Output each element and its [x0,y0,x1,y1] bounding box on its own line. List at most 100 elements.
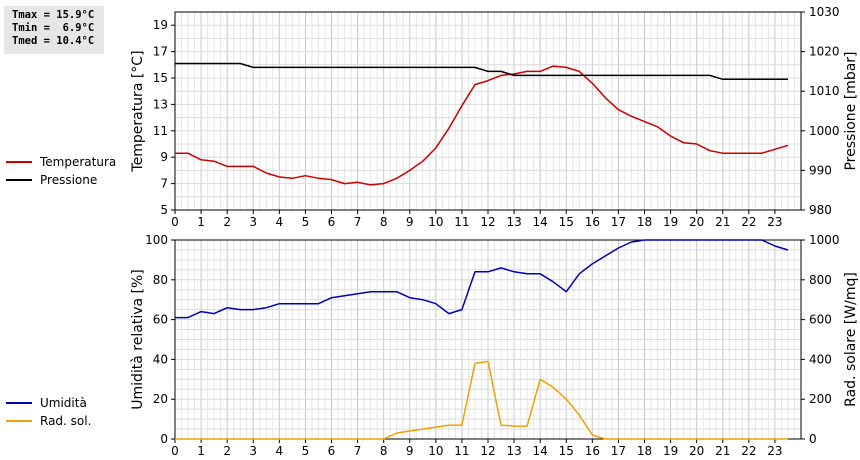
top-y2-tick-label: 1000 [809,124,840,138]
bottom-y2-tick-label: 0 [809,432,817,446]
bottom-x-tick-label: 18 [637,444,652,458]
top-y2-tick-label: 990 [809,163,832,177]
top-y-tick-label: 9 [160,150,168,164]
bottom-x-tick-label: 9 [406,444,414,458]
bottom-y-tick-label: 100 [145,233,168,247]
bottom-x-tick-label: 1 [197,444,205,458]
legend-label-umidita: Umidità [40,396,87,410]
top-x-tick-label: 7 [354,215,362,229]
bottom-x-tick-label: 11 [454,444,469,458]
bottom-y2-tick-label: 200 [809,392,832,406]
bottom-y-tick-label: 0 [160,432,168,446]
legend-label-radsol: Rad. sol. [40,414,92,428]
top-x-tick-label: 22 [741,215,756,229]
bottom-y2-tick-label: 600 [809,313,832,327]
bottom-x-tick-label: 4 [276,444,284,458]
bottom-x-tick-label: 13 [506,444,521,458]
legend-item-pressione: Pressione [6,171,116,189]
legend-label-pressione: Pressione [40,173,98,187]
top-x-tick-label: 11 [454,215,469,229]
bottom-x-tick-label: 0 [171,444,179,458]
bottom-x-tick-label: 6 [328,444,336,458]
top-x-tick-label: 0 [171,215,179,229]
bottom-y2-axis-label: Rad. solare [W/mq] [843,272,859,407]
bottom-y-tick-label: 20 [153,392,168,406]
top-y2-axis-label: Pressione [mbar] [843,51,859,170]
bottom-x-tick-label: 15 [559,444,574,458]
bottom-series-1-line [175,360,788,440]
top-y-axis-label: Temperatura [°C] [130,50,146,172]
legend-swatch-radsol [6,420,32,422]
legend-top: Temperatura Pressione [6,153,116,189]
legend-swatch-umidita [6,402,32,404]
top-x-tick-label: 4 [276,215,284,229]
top-x-tick-label: 17 [611,215,626,229]
bottom-x-tick-label: 19 [663,444,678,458]
top-x-tick-label: 12 [480,215,495,229]
top-x-tick-label: 18 [637,215,652,229]
top-y2-tick-label: 1020 [809,45,840,59]
top-y-tick-label: 5 [160,203,168,217]
bottom-y2-tick-label: 800 [809,273,832,287]
bottom-x-tick-label: 5 [302,444,310,458]
bottom-x-tick-label: 23 [767,444,782,458]
top-series-0-line [175,65,789,186]
top-y-tick-label: 19 [153,18,168,32]
top-series-1-line [175,62,788,81]
bottom-y-tick-label: 60 [153,313,168,327]
bottom-y-axis-label: Umidità relativa [%] [130,269,146,410]
top-y-tick-label: 7 [160,177,168,191]
top-x-tick-label: 9 [406,215,414,229]
top-y2-tick-label: 980 [809,203,832,217]
top-y-tick-label: 13 [153,97,168,111]
top-y-tick-label: 17 [153,45,168,59]
top-x-tick-label: 3 [249,215,257,229]
top-x-tick-label: 1 [197,215,205,229]
stat-tmin: Tmin = 6.9°C [12,22,95,34]
bottom-y2-tick-label: 400 [809,352,832,366]
legend-swatch-temperatura [6,161,32,163]
top-x-tick-label: 14 [533,215,548,229]
bottom-x-tick-label: 7 [354,444,362,458]
top-x-tick-label: 6 [328,215,336,229]
top-x-tick-label: 16 [585,215,600,229]
bottom-y2-tick-label: 1000 [809,233,840,247]
top-x-tick-label: 10 [428,215,443,229]
bottom-x-tick-label: 16 [585,444,600,458]
top-x-tick-label: 23 [767,215,782,229]
bottom-y-tick-label: 40 [153,352,168,366]
bottom-x-tick-label: 17 [611,444,626,458]
bottom-y-tick-label: 80 [153,273,168,287]
legend-bottom: Umidità Rad. sol. [6,394,91,430]
top-x-tick-label: 13 [506,215,521,229]
bottom-x-tick-label: 8 [380,444,388,458]
bottom-x-tick-label: 14 [533,444,548,458]
top-x-tick-label: 2 [223,215,231,229]
stats-box: Tmax = 15.9°C Tmin = 6.9°C Tmed = 10.4°C [4,6,104,54]
top-x-tick-label: 15 [559,215,574,229]
bottom-x-tick-label: 2 [223,444,231,458]
stat-tmax: Tmax = 15.9°C [12,9,95,21]
top-x-tick-label: 5 [302,215,310,229]
legend-item-umidita: Umidità [6,394,91,412]
top-x-tick-label: 20 [689,215,704,229]
bottom-x-tick-label: 20 [689,444,704,458]
top-y-tick-label: 15 [153,71,168,85]
top-y2-tick-label: 1030 [809,5,840,19]
legend-item-radsol: Rad. sol. [6,412,91,430]
bottom-series-0-line [175,239,789,319]
bottom-x-tick-label: 3 [249,444,257,458]
top-x-tick-label: 21 [715,215,730,229]
top-x-tick-label: 19 [663,215,678,229]
top-x-tick-label: 8 [380,215,388,229]
legend-item-temperatura: Temperatura [6,153,116,171]
legend-label-temperatura: Temperatura [40,155,117,169]
bottom-x-tick-label: 21 [715,444,730,458]
top-y2-tick-label: 1010 [809,84,840,98]
stat-tmed: Tmed = 10.4°C [12,35,95,47]
bottom-x-tick-label: 22 [741,444,756,458]
bottom-x-tick-label: 10 [428,444,443,458]
bottom-x-tick-label: 12 [480,444,495,458]
top-y-tick-label: 11 [153,124,168,138]
